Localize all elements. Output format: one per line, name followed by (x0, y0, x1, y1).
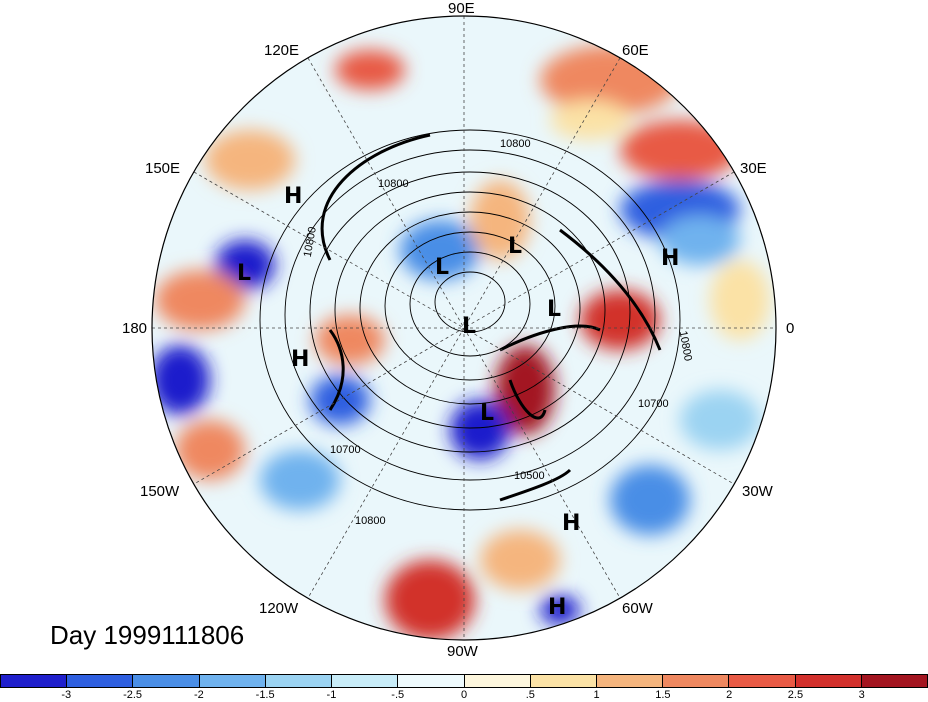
colorbar-cell (332, 675, 399, 687)
colorbar-cell (464, 675, 531, 687)
colorbar-cell (729, 675, 796, 687)
jet-contours (320, 133, 662, 502)
high-pressure-marker: H (284, 184, 303, 209)
contour-label: 10800 (500, 138, 531, 150)
low-pressure-marker: L (547, 297, 562, 322)
colorbar-cell (199, 675, 266, 687)
contour-label: 10700 (330, 444, 361, 456)
graticule (152, 16, 776, 640)
high-pressure-marker: H (562, 511, 581, 536)
contour-label: 10800 (355, 515, 386, 527)
lon-label-30w: 30W (742, 483, 773, 500)
colorbar-cell (596, 675, 664, 687)
lon-label-60w: 60W (622, 600, 653, 617)
colorbar-tick-label: -.5 (391, 689, 405, 701)
colorbar-tick-label: 3 (858, 689, 865, 701)
colorbar-tick-label: 1 (593, 689, 600, 701)
lon-label-180: 180 (122, 320, 148, 337)
contour-label: 10800 (378, 178, 409, 190)
low-pressure-marker: L (480, 401, 495, 426)
colorbar-cell (530, 675, 597, 687)
colorbar-cell (663, 675, 730, 687)
colorbar-tick-label: .5 (525, 689, 535, 701)
colorbar-tick-label: -1 (326, 689, 337, 701)
colorbar-tick-label: 1.5 (655, 689, 671, 701)
lon-label-150e: 150E (145, 160, 181, 177)
lon-label-90e: 90E (448, 0, 475, 17)
height-contours (259, 129, 681, 511)
lon-label-120e: 120E (264, 42, 300, 59)
colorbar-tick-label: 2.5 (787, 689, 804, 701)
colorbar-tick-label: -2.5 (123, 689, 143, 701)
lon-label-120w: 120W (259, 600, 299, 617)
colorbar-cell (265, 675, 333, 687)
lon-label-30e: 30E (740, 160, 767, 177)
contour-label: 10500 (514, 470, 545, 482)
colorbar-tick-label: -3 (61, 689, 72, 701)
colorbar (0, 674, 928, 688)
high-pressure-marker: H (661, 246, 680, 271)
colorbar-tick-label: -1.5 (255, 689, 275, 701)
colorbar-cell (133, 675, 200, 687)
day-title: Day 1999111806 (50, 620, 245, 650)
lon-label-60e: 60E (622, 42, 649, 59)
high-pressure-marker: H (291, 347, 310, 372)
colorbar-cell (861, 675, 928, 687)
low-pressure-marker: L (237, 261, 252, 286)
colorbar-cell (67, 675, 134, 687)
low-pressure-marker: L (508, 234, 523, 259)
lon-label-90w: 90W (447, 643, 478, 660)
low-pressure-marker: L (435, 255, 450, 280)
high-pressure-marker: H (548, 595, 567, 620)
colorbar-tick-label: 2 (726, 689, 733, 701)
lon-label-150w: 150W (140, 483, 180, 500)
lon-label-0: 0 (786, 320, 795, 337)
low-pressure-marker: L (462, 314, 477, 339)
colorbar-tick-label: -2 (193, 689, 204, 701)
colorbar-cell (398, 675, 465, 687)
colorbar-tick-label: 0 (460, 689, 468, 701)
contour-label: 10700 (638, 398, 669, 410)
colorbar-cell (1, 675, 68, 687)
colorbar-cell (795, 675, 862, 687)
map-boundary (151, 15, 777, 641)
